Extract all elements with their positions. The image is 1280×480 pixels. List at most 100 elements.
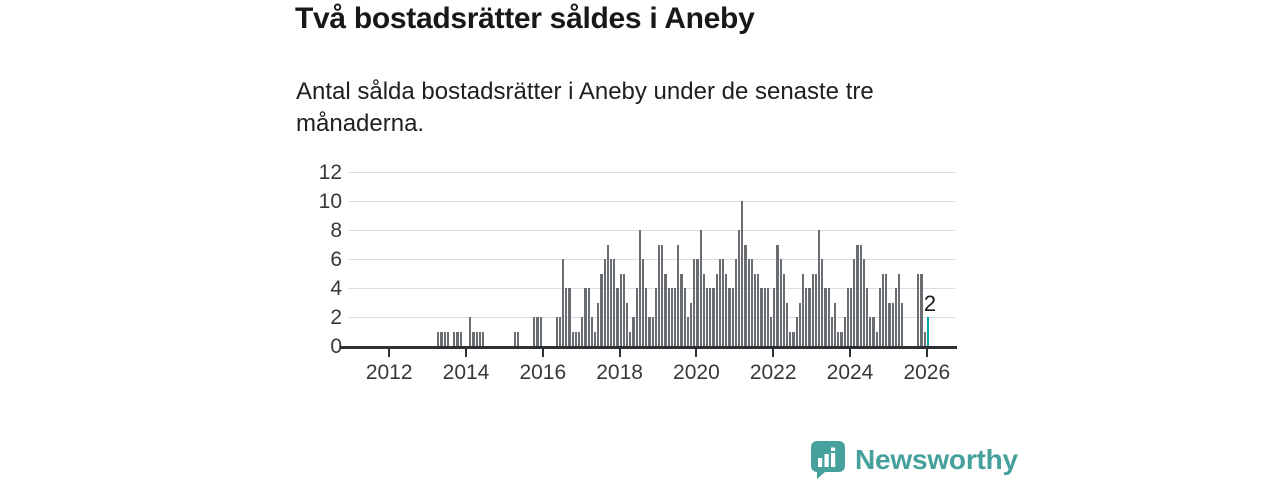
bar (786, 302, 789, 346)
bar (856, 244, 859, 346)
bar (770, 317, 773, 346)
bar (898, 273, 901, 346)
bar (517, 331, 520, 346)
bar (648, 317, 651, 346)
gridline-y12 (348, 172, 955, 173)
bar (734, 259, 738, 346)
x-tick-2018 (618, 349, 621, 357)
bar (667, 288, 670, 346)
bar (846, 288, 850, 346)
bar (603, 259, 606, 346)
bar (843, 317, 846, 346)
bar (715, 273, 718, 346)
bar (869, 317, 872, 346)
gridline-y2 (348, 317, 955, 318)
bar (776, 244, 779, 346)
y-axis-label-6: 6 (330, 248, 342, 271)
y-axis-label-4: 4 (330, 277, 342, 300)
bar (757, 273, 760, 346)
bar (654, 288, 658, 346)
bar (626, 302, 629, 346)
bar (894, 288, 898, 346)
bar (699, 230, 702, 346)
bar (690, 302, 693, 346)
bar (632, 317, 635, 346)
bar (453, 331, 456, 346)
x-axis-label-2016: 2016 (519, 361, 567, 384)
bar (514, 331, 517, 346)
bar (741, 201, 744, 346)
bar (683, 288, 686, 346)
x-axis-line (340, 346, 957, 349)
bar (789, 331, 792, 346)
bar (594, 331, 597, 346)
x-axis-label-2026: 2026 (903, 361, 951, 384)
bar (635, 288, 638, 346)
newsworthy-logo[interactable]: Newsworthy (808, 440, 1018, 480)
bar (744, 244, 747, 346)
bar (882, 273, 885, 346)
bar (693, 259, 696, 346)
bar (664, 273, 667, 346)
bar (568, 288, 571, 346)
bar (750, 259, 754, 346)
bar (536, 317, 539, 346)
brand-name: Newsworthy (855, 444, 1018, 475)
bar (587, 288, 590, 346)
bar (818, 230, 821, 346)
bar (891, 302, 894, 346)
x-axis-label-2024: 2024 (826, 361, 874, 384)
bar (773, 288, 776, 346)
x-axis-label-2020: 2020 (673, 361, 720, 384)
bar (645, 288, 648, 346)
bar (850, 288, 853, 346)
x-axis-label-2014: 2014 (442, 361, 490, 384)
newsworthy-bubble-icon (808, 440, 846, 480)
x-tick-2012 (388, 349, 391, 357)
bar (606, 244, 610, 346)
x-axis-label-2022: 2022 (749, 361, 797, 384)
bar (565, 288, 568, 346)
x-axis-label-2012: 2012 (365, 361, 413, 384)
bar (702, 273, 706, 346)
bar (878, 288, 882, 346)
bar (779, 259, 782, 346)
bar (763, 288, 766, 346)
bar (482, 331, 485, 346)
bar (574, 331, 578, 346)
bar (837, 331, 840, 346)
mini-bar-exclamation-dot (831, 447, 836, 452)
gridline-y6 (348, 259, 955, 260)
bar (738, 230, 741, 346)
bar (571, 331, 574, 346)
bar (923, 331, 926, 346)
bar (555, 317, 558, 346)
bar (677, 244, 680, 346)
y-axis-label-0: 0 (330, 335, 342, 358)
x-tick-2014 (465, 349, 467, 357)
bar (478, 331, 482, 346)
bar (731, 288, 734, 346)
bar (782, 273, 786, 346)
bar (725, 273, 728, 346)
y-axis-label-12: 12 (318, 161, 342, 184)
mini-bar-2 (824, 454, 829, 467)
bar (859, 244, 862, 346)
bar (629, 331, 632, 346)
bar (802, 273, 805, 346)
page-title: Två bostadsrätter såldes i Aneby (295, 2, 755, 35)
bar (584, 288, 587, 346)
bar (590, 317, 594, 346)
bar-latest (926, 317, 930, 346)
x-tick-2026 (925, 349, 928, 357)
last-value-label: 2 (923, 291, 937, 316)
bar (578, 331, 581, 346)
bar (728, 288, 731, 346)
gridline-y8 (348, 230, 955, 231)
bar (562, 259, 565, 346)
bar (795, 317, 798, 346)
x-tick-2024 (849, 349, 851, 357)
bar (597, 302, 600, 346)
x-tick-2020 (695, 349, 698, 357)
